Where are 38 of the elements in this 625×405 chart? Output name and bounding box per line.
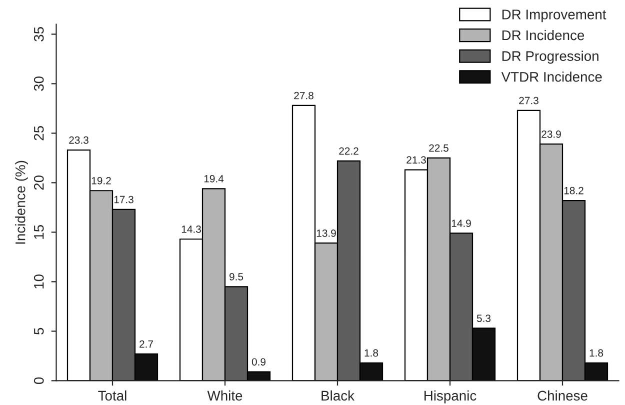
legend-label: DR Incidence [502, 30, 584, 40]
y-tick-label: 30 [34, 76, 44, 91]
y-axis-title: Incidence (%) [15, 160, 28, 244]
data-label: 27.3 [519, 96, 538, 104]
data-label: 21.3 [406, 156, 426, 164]
x-tick-label: White [207, 390, 242, 401]
data-label: 27.8 [294, 92, 314, 100]
data-label: 14.3 [182, 226, 201, 233]
y-tick-label: 5 [34, 328, 44, 335]
data-label: 19.4 [204, 175, 224, 182]
x-tick-label: Black [322, 390, 354, 401]
data-label: 0.9 [252, 358, 266, 366]
data-label: 22.5 [429, 144, 448, 152]
y-tick-label: 10 [34, 274, 44, 288]
data-label: 23.9 [542, 130, 561, 138]
legend-label: VTDR Incidence [501, 72, 602, 82]
data-label: 9.5 [230, 273, 244, 280]
data-label: 14.9 [452, 220, 471, 227]
x-tick-label: Hispanic [424, 390, 476, 404]
data-label: 23.3 [69, 136, 88, 144]
data-label: 13.9 [316, 229, 336, 237]
data-label: 22.2 [339, 147, 358, 155]
data-label: 18.2 [564, 186, 584, 194]
x-tick-label: Total [98, 390, 126, 401]
data-label: 1.8 [590, 349, 604, 357]
data-label: 2.7 [140, 340, 153, 348]
y-tick-label: 25 [34, 126, 44, 140]
data-label: 19.2 [92, 177, 111, 184]
data-label: 1.8 [364, 349, 378, 357]
data-label: 5.3 [476, 314, 491, 322]
y-tick-label: 0 [34, 377, 44, 384]
y-tick-label: 20 [34, 176, 44, 190]
data-label: 17.3 [114, 196, 134, 204]
y-tick-label: 35 [34, 27, 44, 42]
y-tick-label: 15 [34, 225, 44, 239]
x-tick-label: Chinese [538, 390, 588, 401]
legend-label: DR Progression [502, 50, 598, 64]
legend-label: DR Improvement [502, 10, 606, 22]
